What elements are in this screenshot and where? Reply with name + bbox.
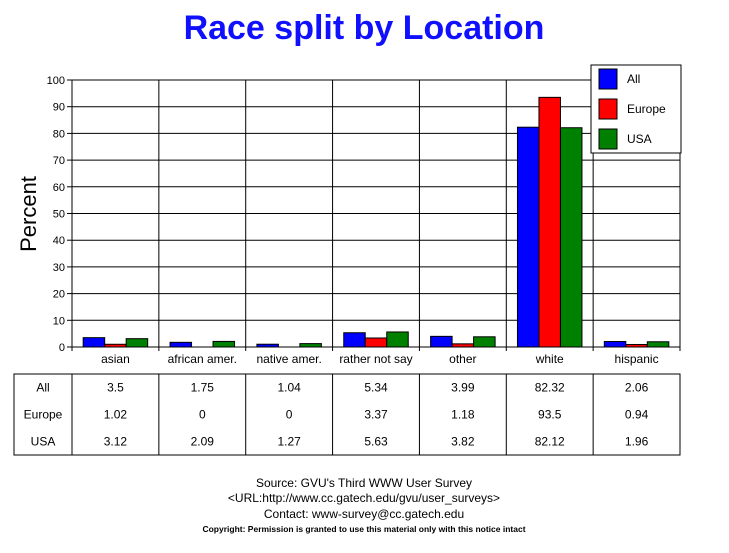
y-tick-label: 10: [53, 315, 65, 327]
bar-usa: [646, 341, 670, 348]
bar-europe: [451, 343, 475, 348]
bar-all: [82, 337, 106, 348]
bar-usa: [386, 331, 409, 348]
y-tick-label: 90: [53, 102, 65, 114]
table-cell: 1.75: [191, 381, 215, 395]
table-cell: 0.94: [625, 408, 649, 422]
x-tick-label: white: [535, 352, 564, 366]
legend-label: Europe: [627, 102, 666, 116]
table-cell: 2.06: [625, 381, 649, 395]
legend-label: All: [627, 72, 640, 86]
url-text: <URL:http://www.cc.gatech.edu/gvu/user_s…: [228, 491, 500, 505]
table-cell: 93.5: [538, 408, 562, 422]
table-cell: 0: [199, 408, 206, 422]
table-cell: 5.63: [364, 435, 388, 449]
x-tick-label: hispanic: [615, 352, 659, 366]
table-cell: 1.27: [277, 435, 301, 449]
y-tick-label: 70: [53, 155, 65, 167]
table-cell: 0: [286, 408, 293, 422]
table-cell: 1.02: [104, 408, 128, 422]
y-tick-label: 20: [53, 289, 65, 301]
legend-swatch: [598, 68, 618, 90]
bar-all: [256, 343, 279, 348]
table-row-label: All: [36, 381, 49, 395]
table-cell: 1.96: [625, 435, 649, 449]
bar-all: [169, 341, 193, 348]
chart-title: Race split by Location: [184, 9, 545, 47]
bar-usa: [299, 343, 322, 348]
y-tick-label: 60: [53, 182, 65, 194]
y-axis-label: Percent: [16, 176, 41, 252]
table-cell: 1.04: [277, 381, 301, 395]
bar-all: [343, 332, 366, 348]
y-tick-label: 80: [53, 128, 65, 140]
table-cell: 1.18: [451, 408, 475, 422]
bar-usa: [473, 336, 496, 348]
bar-usa: [125, 338, 149, 348]
y-tick-label: 40: [53, 235, 65, 247]
x-tick-label: african amer.: [168, 352, 237, 366]
table-cell: 3.5: [107, 381, 124, 395]
copyright-text: Copyright: Permission is granted to use …: [202, 524, 525, 534]
contact-text: Contact: www-survey@cc.gatech.edu: [264, 507, 464, 521]
bar-all: [603, 340, 627, 348]
source-text: Source: GVU's Third WWW User Survey: [256, 476, 472, 490]
legend-swatch: [598, 128, 618, 150]
y-tick-label: 100: [47, 75, 65, 87]
table-cell: 82.32: [535, 381, 565, 395]
table-cell: 3.82: [451, 435, 475, 449]
x-tick-label: other: [449, 352, 476, 366]
table-cell: 3.37: [364, 408, 388, 422]
bar-usa: [559, 127, 583, 348]
table-cell: 3.99: [451, 381, 475, 395]
bar-all: [430, 335, 453, 348]
bar-all: [516, 126, 540, 348]
legend-label: USA: [627, 132, 652, 146]
x-tick-label: native amer.: [256, 352, 321, 366]
table-row-label: USA: [31, 435, 56, 449]
y-tick-label: 30: [53, 262, 65, 274]
y-tick-label: 50: [53, 209, 65, 221]
x-tick-label: rather not say: [339, 352, 412, 366]
bar-europe: [364, 337, 388, 348]
x-tick-label: asian: [101, 352, 130, 366]
table-cell: 82.12: [535, 435, 565, 449]
y-tick-label: 0: [59, 342, 65, 354]
table-cell: 5.34: [364, 381, 388, 395]
bar-europe: [538, 96, 561, 348]
bar-europe: [625, 343, 648, 348]
table-cell: 2.09: [191, 435, 215, 449]
bar-europe: [104, 343, 127, 348]
bar-usa: [212, 340, 236, 348]
table-cell: 3.12: [104, 435, 128, 449]
legend-swatch: [598, 98, 618, 120]
table-row-label: Europe: [24, 408, 63, 422]
